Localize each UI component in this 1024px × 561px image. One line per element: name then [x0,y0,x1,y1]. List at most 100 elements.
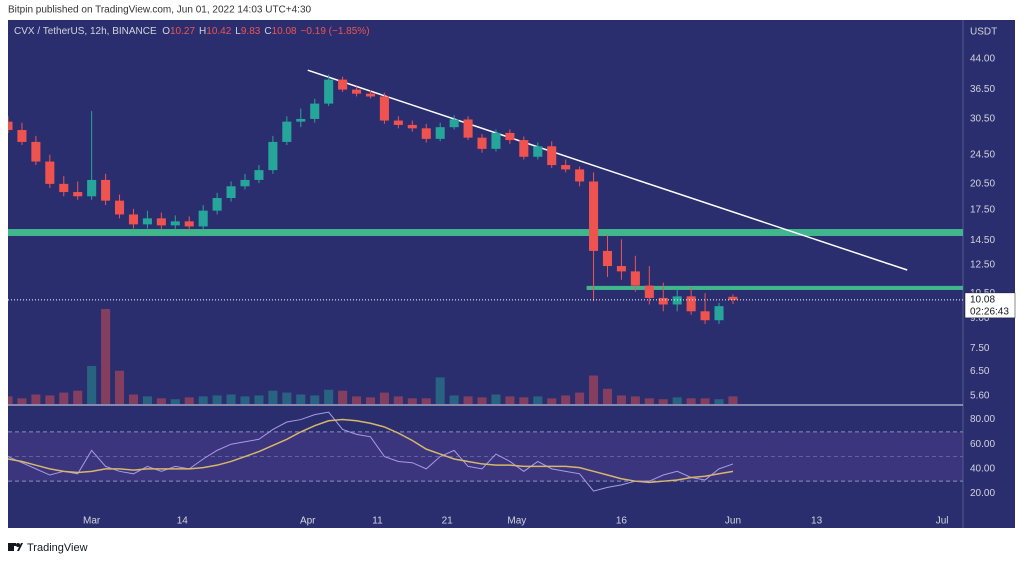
volume-bar [561,395,571,404]
candle-body [561,165,571,170]
candle-body [59,183,69,193]
volume-bar [449,395,459,404]
candle-body [17,130,27,142]
volume-bar [379,392,389,404]
volume-bar [254,395,264,404]
candle-body [714,306,724,321]
candle-body [338,79,348,90]
y-tick-label: 30.50 [970,114,995,125]
x-tick-label: Mar [83,516,101,527]
candle-body [8,121,13,131]
volume-bar [491,394,501,404]
candle-body [686,296,696,312]
rsi-tick-label: 40.00 [970,464,995,475]
volume-bar [268,390,278,404]
candle-body [630,271,640,286]
x-tick-label: 11 [372,516,383,527]
legend-value: 10.27 [170,26,196,37]
candle-body [547,146,557,166]
y-tick-label: 17.50 [970,204,995,215]
volume-bar [602,388,613,404]
volume-bar [505,396,515,404]
volume-bar [128,394,139,404]
volume-bar [296,394,306,404]
volume-bar [463,396,473,404]
volume-bar [421,398,431,404]
volume-bar [547,398,557,404]
volume-bar [686,398,696,404]
volume-bar [393,396,403,404]
volume-bar [700,398,710,404]
x-tick-label: Jun [725,516,741,527]
rsi-tick-label: 80.00 [970,414,995,425]
candle-body [31,141,41,162]
candle-body [616,266,626,272]
volume-bar [212,395,222,404]
y-tick-label: 14.50 [970,235,995,246]
y-tick-label: 7.50 [970,343,990,354]
candle-body [268,141,278,171]
rsi-ma-line [8,418,734,484]
price-pane [8,69,963,404]
legend-symbol: CVX / TetherUS, 12h, BINANCE [14,26,157,37]
rsi-values-line [8,411,734,492]
volume-bar [352,396,362,404]
y-tick-label: 12.50 [970,259,995,270]
candle-body [477,137,487,149]
x-tick-label: 21 [442,516,454,527]
candle-body [435,127,445,139]
volume-bar [435,377,445,404]
volume-bar [240,396,250,404]
countdown-label: 02:26:43 [970,307,1009,318]
legend-value: 9.83 [240,26,261,37]
volume-bar [142,396,152,404]
candle-body [449,119,459,128]
legend: CVX / TetherUS, 12h, BINANCE O10.27 H10.4… [14,26,374,37]
volume-bar [365,397,376,404]
candle-body [352,89,362,94]
volume-bar [31,394,41,404]
footer-logo [8,543,23,551]
volume-bar [17,398,27,404]
x-tick-label: Jul [936,516,949,527]
candle-body [602,250,613,267]
candle-body [142,218,152,225]
volume-bar [45,395,55,404]
candle-body [128,214,139,225]
candle-body [533,146,543,157]
candle-body [658,297,668,305]
y-tick-label: 9.00 [970,313,990,324]
legend-label: H [199,26,207,37]
volume-bar [616,395,626,404]
volume-bar [533,396,543,404]
volume-bar [87,366,97,404]
candle-body [491,132,501,149]
header-text: Bitpin published on TradingView.com, Jun… [8,5,312,16]
y-tick-label: 44.00 [970,54,995,65]
rsi-pane [8,411,963,492]
candle-body [198,210,208,227]
candle-body [463,119,473,138]
volume-bar [477,397,487,404]
candle-body [365,93,376,97]
chart-panel [8,20,1015,528]
candle-body [87,179,97,197]
candle-body [212,198,222,211]
zone [8,229,963,237]
candle-body [73,192,83,197]
legend-value: 10.42 [206,26,232,37]
candle-body [324,79,334,104]
legend-label: O [162,26,170,37]
candle-body [184,221,194,227]
candle-body [393,120,403,125]
volume-bar [338,390,348,404]
candle-body [407,124,417,129]
candle-body [170,221,180,226]
volume-bar [59,392,69,404]
legend-label: C [264,26,272,37]
candle-body [421,128,431,139]
volume-bar [324,389,334,404]
rsi-tick-label: 60.00 [970,439,995,450]
zone [586,285,963,290]
volume-bar [407,398,417,404]
